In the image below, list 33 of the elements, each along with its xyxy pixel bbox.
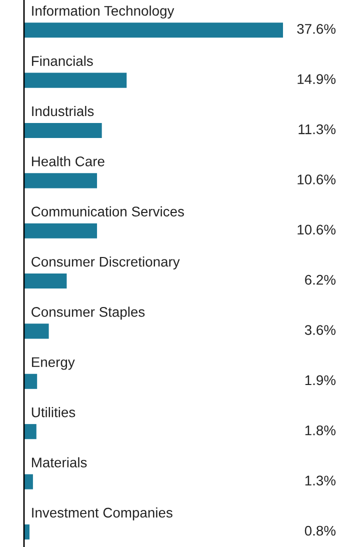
data-label: 6.2% (305, 274, 336, 285)
y-tick-label: Investment Companies (32, 507, 172, 520)
y-tick-label: Information Technology (32, 6, 174, 19)
y-tick-label: Utilities (32, 407, 76, 418)
y-tick-label: Materials (32, 457, 87, 468)
bar (24, 324, 49, 339)
data-label: 14.9% (298, 74, 336, 84)
data-label: 37.6% (297, 24, 336, 34)
y-tick-label: Communication Services (32, 206, 184, 217)
y-tick-label: Industrials (32, 106, 94, 116)
bar (24, 22, 283, 38)
bar (24, 122, 102, 138)
y-tick-label: Energy (32, 357, 75, 370)
data-label: 1.9% (305, 375, 336, 386)
y-tick-label: Consumer Discretionary (32, 256, 180, 270)
bar (24, 274, 67, 289)
data-label: 10.6% (298, 174, 336, 184)
bar (24, 424, 36, 440)
data-label: 11.3% (298, 124, 336, 134)
y-tick-label: Consumer Staples (32, 306, 145, 320)
bar (24, 223, 98, 238)
bar (24, 474, 33, 490)
bar (24, 173, 98, 188)
bar (24, 374, 38, 389)
data-label: 1.8% (305, 425, 336, 436)
data-label: 3.6% (304, 325, 336, 335)
data-label: 10.6% (298, 224, 336, 235)
data-label: 0.8% (304, 526, 336, 536)
y-tick-label: Health Care (32, 156, 104, 166)
bar (24, 524, 30, 540)
data-label: 1.3% (305, 476, 336, 486)
bar (24, 72, 127, 88)
y-tick-label: Financials (32, 56, 93, 66)
